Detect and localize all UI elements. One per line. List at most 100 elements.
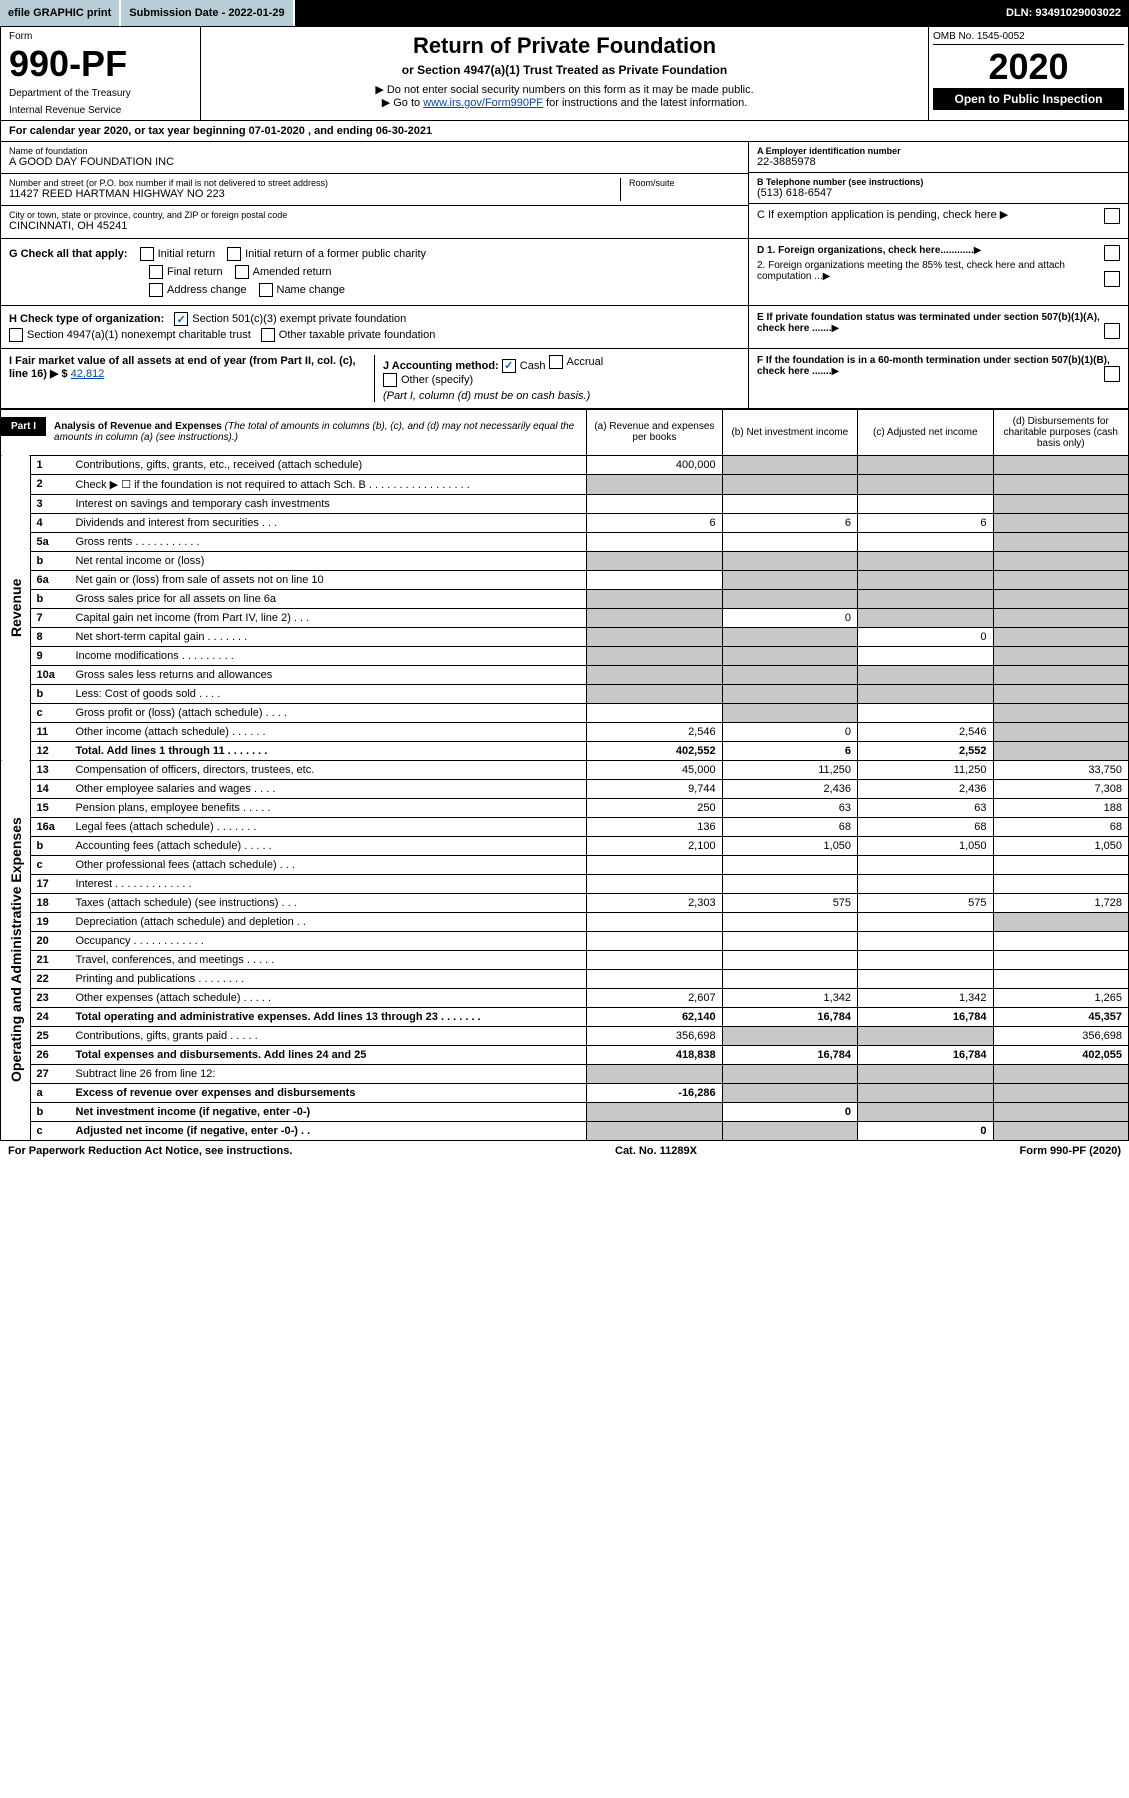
- amt-c: [858, 703, 993, 722]
- footer-right: Form 990-PF (2020): [1020, 1145, 1121, 1157]
- amt-a: [587, 969, 722, 988]
- phone: (513) 618-6547: [757, 187, 1120, 199]
- checkbox-accrual[interactable]: [549, 355, 563, 369]
- fmv-value[interactable]: 42,812: [71, 368, 105, 380]
- checkbox-501c3[interactable]: [174, 312, 188, 326]
- amt-b: 1,342: [722, 988, 857, 1007]
- checkbox-cash[interactable]: [502, 359, 516, 373]
- amt-b: [722, 589, 857, 608]
- line-num: 8: [30, 627, 69, 646]
- line-num: 21: [30, 950, 69, 969]
- efile-label[interactable]: efile GRAPHIC print: [0, 0, 121, 26]
- checkbox-other-acct[interactable]: [383, 373, 397, 387]
- line-desc: Pension plans, employee benefits . . . .…: [69, 798, 586, 817]
- checkbox-name[interactable]: [259, 283, 273, 297]
- amt-b: 6: [722, 513, 857, 532]
- amt-c: [858, 589, 993, 608]
- amt-d: 45,357: [993, 1007, 1129, 1026]
- form-label: Form: [9, 31, 192, 42]
- amt-d: 33,750: [993, 760, 1129, 779]
- amt-b: 0: [722, 608, 857, 627]
- amt-c: 6: [858, 513, 993, 532]
- line-num: 26: [30, 1045, 69, 1064]
- amt-b: [722, 855, 857, 874]
- checkbox-address[interactable]: [149, 283, 163, 297]
- form-subtitle: or Section 4947(a)(1) Trust Treated as P…: [207, 63, 922, 77]
- amt-d: [993, 703, 1129, 722]
- checkbox-e[interactable]: [1104, 323, 1120, 339]
- line-num: b: [30, 551, 69, 570]
- amt-d: 68: [993, 817, 1129, 836]
- amt-c: [858, 1083, 993, 1102]
- line-desc: Occupancy . . . . . . . . . . . .: [69, 931, 586, 950]
- dept: Department of the Treasury: [9, 88, 192, 99]
- line-desc: Net short-term capital gain . . . . . . …: [69, 627, 586, 646]
- checkbox-4947[interactable]: [9, 328, 23, 342]
- line-desc: Compensation of officers, directors, tru…: [69, 760, 586, 779]
- checkbox-final[interactable]: [149, 265, 163, 279]
- amt-c: [858, 532, 993, 551]
- amt-d: [993, 608, 1129, 627]
- amt-d: 356,698: [993, 1026, 1129, 1045]
- amt-b: 11,250: [722, 760, 857, 779]
- line-desc: Gross sales price for all assets on line…: [69, 589, 586, 608]
- amt-a: [587, 912, 722, 931]
- amt-a: [587, 931, 722, 950]
- header-left: Form 990-PF Department of the Treasury I…: [1, 27, 201, 120]
- amt-c: [858, 931, 993, 950]
- line-num: 15: [30, 798, 69, 817]
- amt-b: 0: [722, 1102, 857, 1121]
- amt-c: [858, 874, 993, 893]
- line-desc: Subtract line 26 from line 12:: [69, 1064, 586, 1083]
- line-desc: Net rental income or (loss): [69, 551, 586, 570]
- amt-a: [587, 551, 722, 570]
- line-num: 23: [30, 988, 69, 1007]
- amt-d: [993, 455, 1129, 474]
- header-right: OMB No. 1545-0052 2020 Open to Public In…: [928, 27, 1128, 120]
- col-d: (d) Disbursements for charitable purpose…: [993, 409, 1129, 455]
- line-desc: Net investment income (if negative, ente…: [69, 1102, 586, 1121]
- line-desc: Excess of revenue over expenses and disb…: [69, 1083, 586, 1102]
- checkbox-d1[interactable]: [1104, 245, 1120, 261]
- amt-d: 1,050: [993, 836, 1129, 855]
- line-num: 5a: [30, 532, 69, 551]
- amt-a: [587, 684, 722, 703]
- g-label: G Check all that apply:: [9, 248, 128, 260]
- line-num: 4: [30, 513, 69, 532]
- checkbox-c[interactable]: [1104, 208, 1120, 224]
- line-desc: Interest . . . . . . . . . . . . .: [69, 874, 586, 893]
- amt-a: [587, 703, 722, 722]
- line-num: 16a: [30, 817, 69, 836]
- line-desc: Gross sales less returns and allowances: [69, 665, 586, 684]
- amt-d: [993, 646, 1129, 665]
- amt-b: [722, 874, 857, 893]
- footer: For Paperwork Reduction Act Notice, see …: [0, 1141, 1129, 1161]
- checkbox-f[interactable]: [1104, 366, 1120, 382]
- line-num: 17: [30, 874, 69, 893]
- amt-a: [587, 494, 722, 513]
- line-desc: Total operating and administrative expen…: [69, 1007, 586, 1026]
- checkbox-amended[interactable]: [235, 265, 249, 279]
- amt-d: [993, 1121, 1129, 1140]
- line-num: 19: [30, 912, 69, 931]
- amt-b: 16,784: [722, 1007, 857, 1026]
- side-label: Revenue: [1, 455, 31, 760]
- line-desc: Other employee salaries and wages . . . …: [69, 779, 586, 798]
- amt-a: [587, 1121, 722, 1140]
- checkbox-initial[interactable]: [140, 247, 154, 261]
- amt-c: [858, 646, 993, 665]
- amt-c: [858, 1064, 993, 1083]
- line-num: 25: [30, 1026, 69, 1045]
- line-num: b: [30, 684, 69, 703]
- line-desc: Gross profit or (loss) (attach schedule)…: [69, 703, 586, 722]
- foundation-name: A GOOD DAY FOUNDATION INC: [9, 156, 740, 168]
- checkbox-d2[interactable]: [1104, 271, 1120, 287]
- checkbox-other-tax[interactable]: [261, 328, 275, 342]
- amt-c: 575: [858, 893, 993, 912]
- irs-link[interactable]: www.irs.gov/Form990PF: [423, 97, 543, 109]
- amt-d: [993, 532, 1129, 551]
- checkbox-initial-former[interactable]: [227, 247, 241, 261]
- amt-c: 2,552: [858, 741, 993, 760]
- footer-left: For Paperwork Reduction Act Notice, see …: [8, 1145, 292, 1157]
- check-section-ij: I Fair market value of all assets at end…: [0, 349, 1129, 409]
